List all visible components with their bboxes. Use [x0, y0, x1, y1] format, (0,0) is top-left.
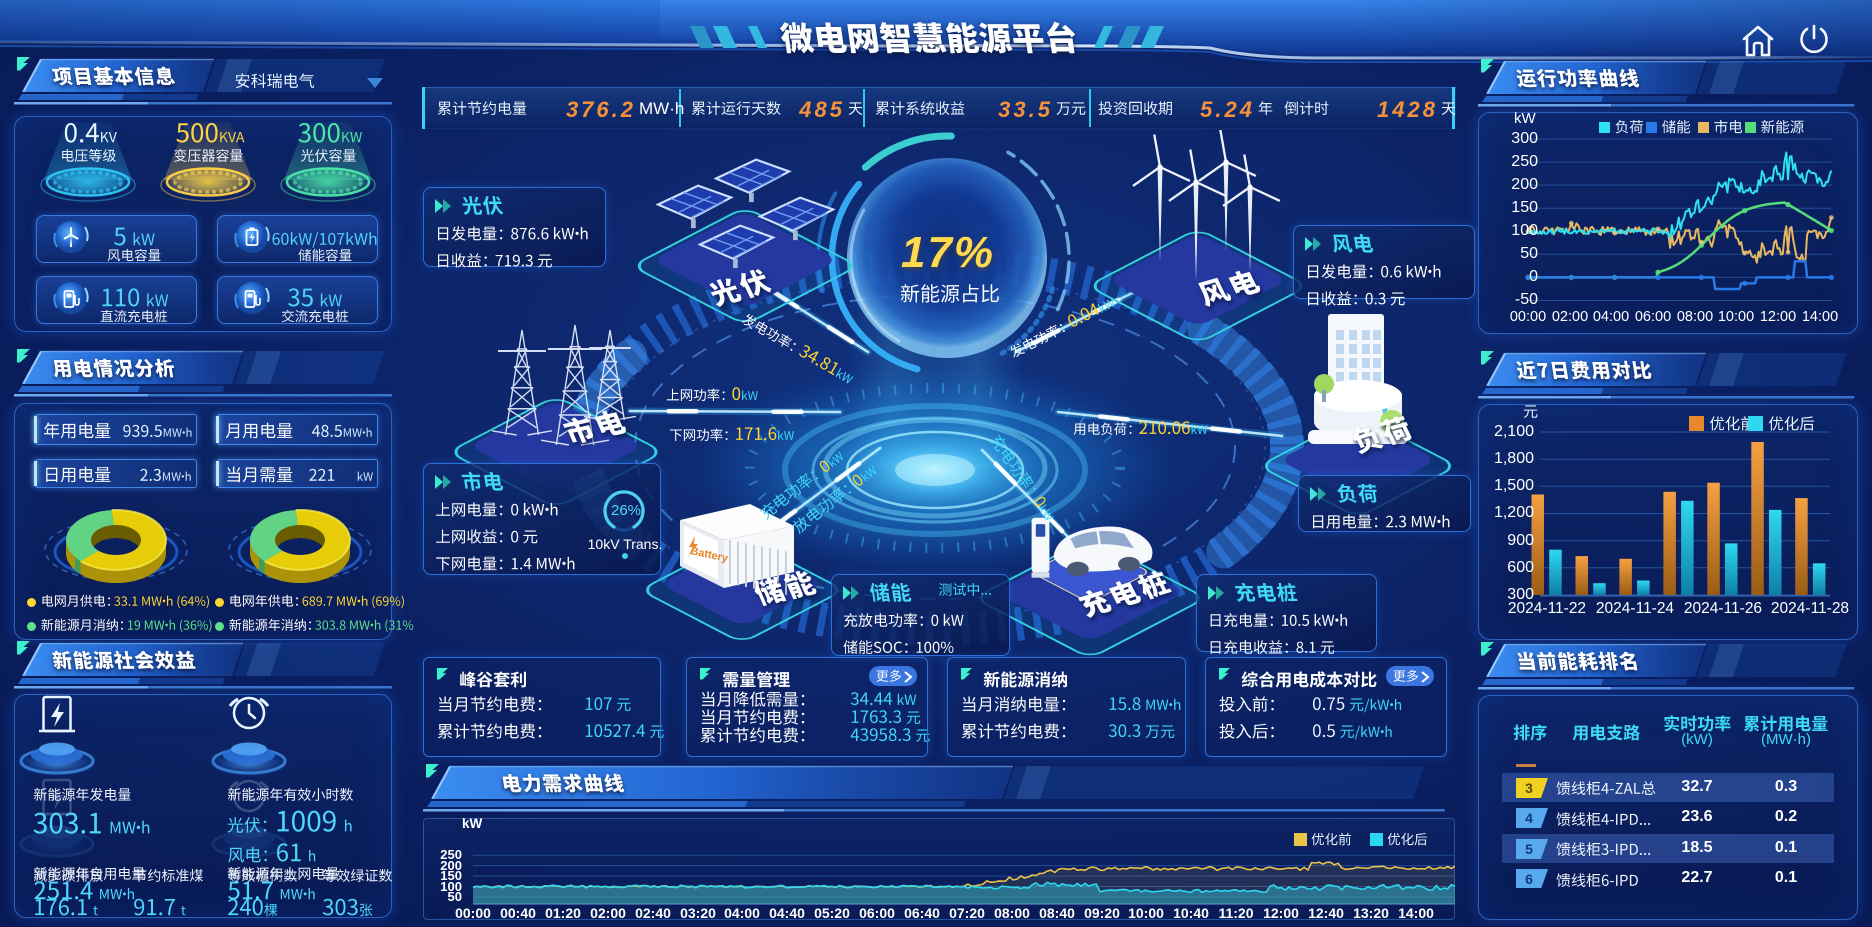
svg-text:6: 6 [1525, 871, 1533, 887]
svg-text:5: 5 [1525, 841, 1533, 857]
svg-text:4: 4 [1525, 810, 1533, 826]
svg-text:3: 3 [1525, 780, 1533, 796]
